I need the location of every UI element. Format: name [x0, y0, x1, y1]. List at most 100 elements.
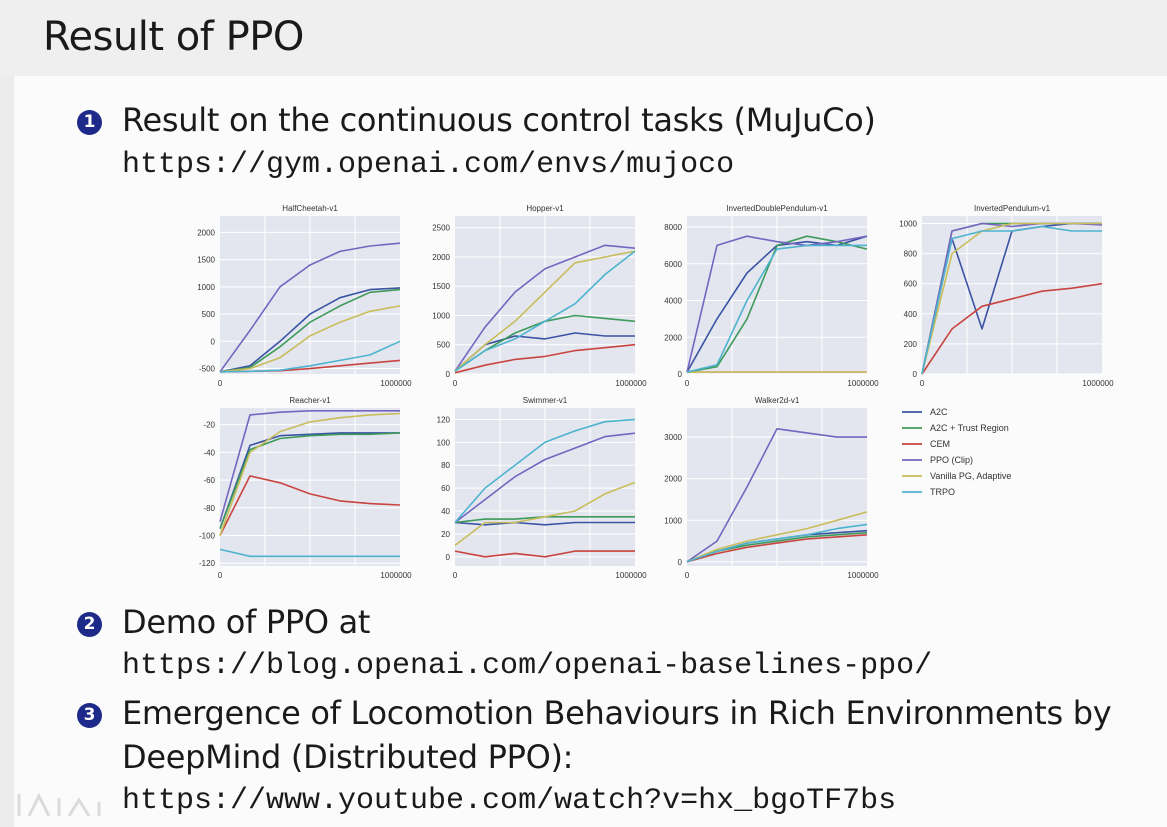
panel-6-series-vanilla-pg-adaptive: [454, 481, 636, 547]
panel-2-ytick-label: 2500: [432, 224, 450, 233]
panel-5-ytick-label: -80: [203, 504, 215, 513]
panel-6-ytick-label: 60: [441, 484, 450, 493]
panel-1-xtick-label: 0: [218, 379, 223, 388]
panel-4-series-cem: [921, 282, 1103, 375]
panel-3-ytick-label: 2000: [664, 333, 682, 342]
panel-7-title: Walker2d-v1: [755, 396, 800, 405]
panel-3-xtick-label: 1000000: [847, 379, 879, 388]
item-1-text: Result on the continuous control tasks (…: [122, 101, 876, 139]
panel-7-ytick-label: 0: [678, 558, 683, 567]
panel-1-ytick-label: -500: [199, 365, 216, 374]
panel-3-series-trpo: [686, 244, 867, 373]
panel-4-ytick-label: 1000: [899, 220, 917, 229]
panel-7-ytick-label: 2000: [664, 475, 682, 484]
panel-2-series-ppo-clip: [454, 244, 636, 372]
panel-3-ytick-label: 0: [678, 370, 683, 379]
results-figure: 2000 1500 1000 500 0 -500 0 1000000 HalfCheetah-…: [165, 198, 1125, 588]
panel-6-xtick-label: 0: [453, 571, 458, 580]
panel-4-ytick-label: 200: [904, 340, 918, 349]
item-1-url[interactable]: https://gym.openai.com/envs/mujoco: [122, 148, 735, 182]
watermark-icon: [17, 792, 101, 817]
panel-7-ytick-label: 3000: [664, 433, 682, 442]
panel-2-series-cem: [454, 343, 636, 374]
item-3-text: Emergence of Locomotion Behaviours in Ri…: [122, 694, 1112, 732]
panel-2-series-vanilla-pg-adaptive: [454, 250, 636, 372]
panel-2-ytick-label: 2000: [432, 253, 450, 262]
panel-5-ytick-label: -60: [203, 476, 215, 485]
panel-4-ytick-label: 800: [904, 250, 918, 259]
panel-5-title: Reacher-v1: [289, 396, 331, 405]
panel-7-series-ppo-clip: [686, 428, 867, 563]
panel-1-series-a2c: [219, 287, 401, 373]
panel-3-series-ppo-clip: [686, 235, 868, 373]
panel-6-ytick-label: 100: [437, 438, 451, 447]
panel-6-series-trpo: [454, 418, 636, 524]
panel-2-series-trpo: [454, 250, 636, 372]
panel-1-xtick-label: 1000000: [380, 379, 412, 388]
panel-4-title: InvertedPendulum-v1: [974, 204, 1051, 213]
panel-2-xtick-label: 1000000: [615, 379, 647, 388]
panel-4-xtick-label: 0: [920, 379, 925, 388]
panel-2-ytick-label: 1000: [432, 311, 450, 320]
legend-label: CEM: [930, 439, 950, 449]
panel-6-series-cem: [454, 550, 635, 558]
panel-6-series-a2c: [454, 521, 635, 526]
legend-label: PPO (Clip): [930, 455, 973, 465]
panel-3-ytick-label: 4000: [664, 297, 682, 306]
panel-4-ytick-label: 400: [904, 310, 918, 319]
panel-5-series-cem: [219, 475, 401, 536]
panel-7-series-vanilla-pg-adaptive: [686, 511, 868, 563]
bullet-1-icon: 1: [77, 110, 102, 135]
panel-5-series-trpo: [219, 548, 400, 558]
legend-label: TRPO: [930, 487, 955, 497]
slide-title: Result of PPO: [43, 14, 304, 60]
panel-4-xtick-label: 1000000: [1082, 379, 1114, 388]
panel-1-ytick-label: 0: [211, 337, 216, 346]
panel-5-ytick-label: -100: [199, 532, 216, 541]
panel-5-series-vanilla-pg-adaptive: [219, 412, 401, 536]
item-3-url[interactable]: https://www.youtube.com/watch?v=hx_bgoTF…: [122, 784, 897, 818]
panel-2-ytick-label: 1500: [432, 282, 450, 291]
panel-5-ytick-label: -120: [199, 559, 216, 568]
panel-1-ytick-label: 1500: [197, 256, 215, 265]
panel-4-series-vanilla-pg-adaptive: [921, 222, 1102, 375]
bullet-2-icon: 2: [77, 612, 102, 637]
panel-5-ytick-label: -20: [203, 421, 215, 430]
panel-3-xtick-label: 0: [685, 379, 690, 388]
panel-7-series-cem: [686, 534, 868, 563]
panel-6-ytick-label: 40: [441, 507, 450, 516]
panel-3-title: InvertedDoublePendulum-v1: [726, 204, 828, 213]
panel-5-series-a2c: [219, 432, 400, 529]
panel-4-ytick-label: 0: [913, 370, 918, 379]
panel-5-xtick-label: 1000000: [380, 571, 412, 580]
panel-6-ytick-label: 0: [446, 553, 451, 562]
panel-3-ytick-label: 6000: [664, 260, 682, 269]
panel-1-series-trpo: [219, 340, 401, 373]
panel-7-series-trpo: [686, 523, 868, 563]
legend-label: Vanilla PG, Adaptive: [930, 471, 1011, 481]
panel-1-ytick-label: 500: [202, 310, 216, 319]
panel-1-ytick-label: 2000: [197, 228, 215, 237]
panel-5-series-ppo-clip: [219, 410, 400, 522]
panel-6-title: Swimmer-v1: [523, 396, 568, 405]
panel-6-xtick-label: 1000000: [615, 571, 647, 580]
panel-5-ytick-label: -40: [203, 448, 215, 457]
legend-label: A2C: [930, 407, 948, 417]
panel-6-ytick-label: 20: [441, 530, 450, 539]
panel-4-ytick-label: 600: [904, 280, 918, 289]
panel-7-xtick-label: 0: [685, 571, 690, 580]
panel-3-ytick-label: 8000: [664, 223, 682, 232]
panel-2-ytick-label: 0: [446, 370, 451, 379]
panel-1-title: HalfCheetah-v1: [282, 204, 338, 213]
panel-1-ytick-label: 1000: [197, 283, 215, 292]
item-2-url[interactable]: https://blog.openai.com/openai-baselines…: [122, 649, 933, 683]
panel-4-series-trpo: [921, 225, 1102, 375]
item-3-text-line2: DeepMind (Distributed PPO):: [122, 738, 574, 776]
panel-7-xtick-label: 1000000: [847, 571, 879, 580]
panel-1-series-vanilla-pg-adaptive: [219, 305, 401, 373]
panel-6-ytick-label: 80: [441, 461, 450, 470]
panel-2-xtick-label: 0: [453, 379, 458, 388]
panel-7-ytick-label: 1000: [664, 516, 682, 525]
panel-2-ytick-label: 500: [437, 341, 451, 350]
